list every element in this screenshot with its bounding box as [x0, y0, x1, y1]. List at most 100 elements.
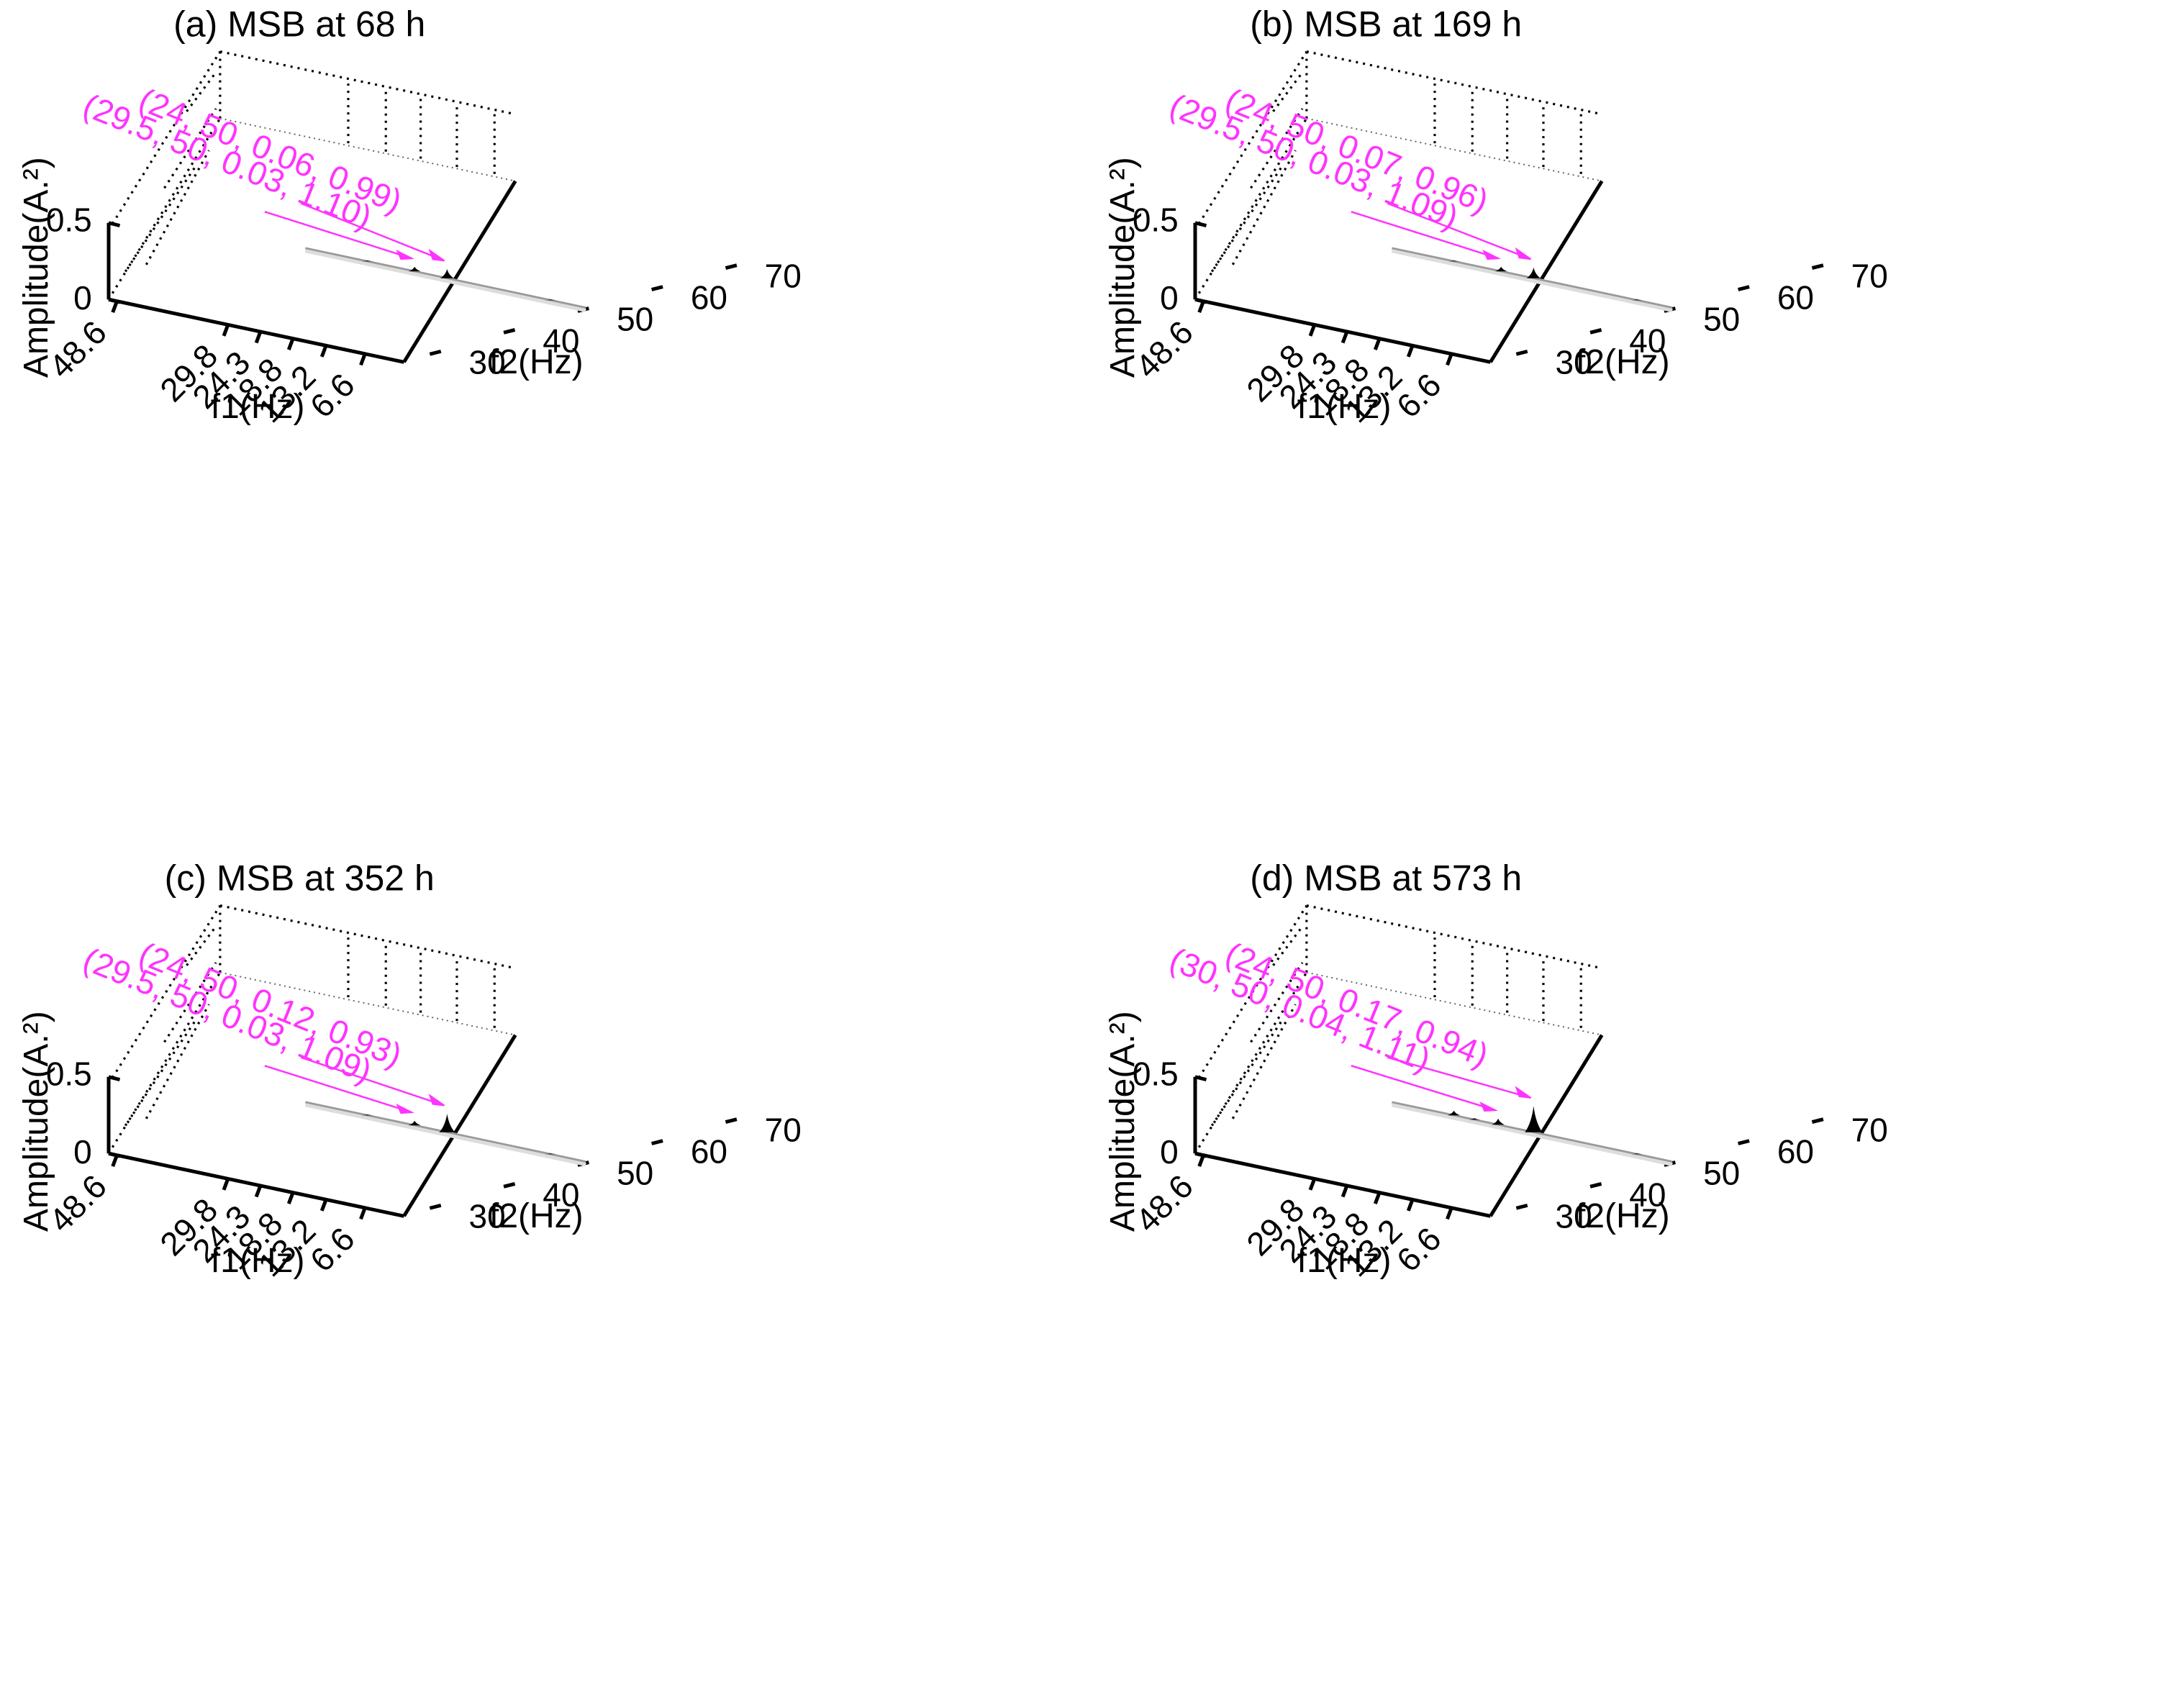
f1-axis — [108, 1151, 404, 1218]
f2-tick-label: 70 — [765, 258, 802, 295]
f1-tick-mark — [1308, 1178, 1317, 1191]
z-axis-label: Amplitude(A.²) — [17, 157, 55, 378]
peak-37-5 — [1448, 1110, 1461, 1116]
f1-tick-mark — [1446, 353, 1453, 366]
f1-tick-mark — [1197, 1154, 1205, 1168]
f2-axis — [1489, 180, 1604, 363]
z-tick-05-mark — [108, 221, 121, 228]
peak-6-5 — [545, 299, 556, 301]
box-wall-diag-4 — [1272, 925, 1304, 966]
f2-axis — [402, 180, 517, 363]
z-axis-label: Amplitude(A.²) — [17, 1011, 55, 1232]
f2-tick-label: 60 — [691, 279, 727, 317]
box-wall-diag-2 — [1231, 1004, 1297, 1119]
z-tick-05-mark — [1194, 221, 1207, 228]
annotation-main-arrow — [1387, 1056, 1531, 1099]
f2-tick-label: 30 — [1556, 1197, 1592, 1235]
z-tick-label: 0 — [73, 279, 92, 317]
peak-30 — [1492, 1118, 1505, 1125]
peak-6-5 — [545, 1153, 556, 1155]
panel-c: (c) MSB at 352 h 0 0.5 Amplitude(A.²) 48.6 29… — [0, 854, 1086, 1708]
f2-tick-mark — [651, 1139, 663, 1145]
f2-axis-label: f2(Hz) — [489, 1197, 584, 1235]
peak-24 — [1525, 1106, 1543, 1132]
z-tick-05-mark — [108, 1075, 121, 1082]
f2-tick-label: 40 — [543, 1176, 579, 1213]
annotation-secondary-arrow — [1351, 211, 1499, 260]
f1-tick-mark — [1406, 1199, 1415, 1212]
annotation-main-arrow — [300, 202, 445, 262]
z-tick-label: 0.5 — [1133, 201, 1179, 238]
peak-6-5 — [1631, 1153, 1643, 1155]
z-tick-label: 0 — [1160, 279, 1179, 317]
peak-37-5 — [361, 1114, 373, 1116]
f1-tick-mark — [1446, 1207, 1453, 1220]
peak-34 — [1469, 1118, 1481, 1120]
f2-tick-label: 40 — [1629, 1176, 1666, 1213]
peak-37-5 — [1448, 260, 1460, 262]
box-wall-diag-3 — [1250, 962, 1304, 1043]
f1-axis — [1194, 297, 1491, 364]
annotation-main-arrowhead — [428, 1093, 445, 1107]
f2-tick-mark — [429, 349, 442, 356]
annotation-secondary-arrowhead — [396, 249, 415, 260]
peak-24 — [1526, 267, 1541, 278]
f2-axis-label: f2(Hz) — [1576, 1197, 1670, 1235]
f1-tick-mark — [1406, 345, 1415, 358]
f2-tick-mark — [429, 1203, 442, 1210]
box-top-back-edge — [219, 904, 516, 970]
f2-tick-mark — [1515, 1203, 1528, 1210]
annotation-main-arrowhead — [1515, 247, 1532, 260]
f2-tick-mark — [1738, 1139, 1750, 1145]
peak-37-5 — [361, 260, 373, 262]
f2-tick-label: 40 — [1629, 322, 1666, 359]
ridge-shadow — [1391, 1103, 1673, 1166]
annotation-secondary-arrow — [264, 1065, 412, 1114]
f2-tick-label: 30 — [1556, 343, 1592, 381]
f1-tick-mark — [319, 345, 328, 358]
f2-tick-label: 50 — [617, 1155, 653, 1192]
peak-29-5 — [1494, 266, 1507, 272]
peak-24 — [439, 1114, 455, 1132]
annotation-secondary-arrowhead — [1479, 1101, 1498, 1112]
box-top-back-edge — [1306, 904, 1602, 970]
f2-tick-mark — [503, 328, 516, 335]
panel-d: (d) MSB at 573 h 0 0.5 Amplitude(A.²) 48.6 29… — [1086, 854, 2173, 1708]
f2-tick-mark — [725, 263, 738, 270]
annotation-secondary-arrowhead — [1482, 249, 1502, 260]
f1-tick-mark — [111, 1154, 119, 1168]
annotation-secondary-arrow — [1351, 1065, 1496, 1112]
f2-axis — [402, 1034, 517, 1217]
ridge-shadow — [304, 1103, 586, 1166]
f2-tick-mark — [725, 1117, 738, 1124]
box-wall-diag-2 — [145, 1004, 210, 1119]
f1-axis — [1194, 1151, 1491, 1218]
f2-tick-mark — [1589, 328, 1602, 335]
f2-tick-label: 30 — [469, 343, 506, 381]
f2-tick-mark — [503, 1182, 516, 1189]
peak-29-5 — [408, 1120, 421, 1126]
z-tick-label: 0.5 — [1133, 1055, 1179, 1092]
f2-tick-mark — [1515, 349, 1528, 356]
peak-24 — [440, 268, 454, 278]
f2-tick-label: 50 — [1703, 301, 1740, 338]
f2-tick-label: 60 — [1777, 279, 1814, 317]
box-wall-diag-4 — [186, 71, 217, 112]
chart-title: (d) MSB at 573 h — [1250, 858, 1522, 898]
panel-b: (b) MSB at 169 h 0 0.5 Amplitude(A.²) 48.6 29… — [1086, 0, 2173, 854]
f1-tick-mark — [359, 1207, 367, 1220]
f1-axis-label: f1(Hz) — [1297, 388, 1392, 426]
f2-tick-label: 40 — [543, 322, 579, 359]
f1-tick-mark — [1197, 300, 1205, 314]
box-wall-diag-3 — [163, 962, 217, 1043]
box-wall-diag-3 — [163, 108, 217, 189]
f1-tick-mark — [1308, 324, 1317, 337]
annotation-secondary-arrowhead — [396, 1103, 415, 1114]
f2-tick-label: 70 — [765, 1112, 802, 1149]
box-wall-diag-4 — [186, 925, 217, 966]
f2-tick-mark — [1738, 285, 1750, 291]
